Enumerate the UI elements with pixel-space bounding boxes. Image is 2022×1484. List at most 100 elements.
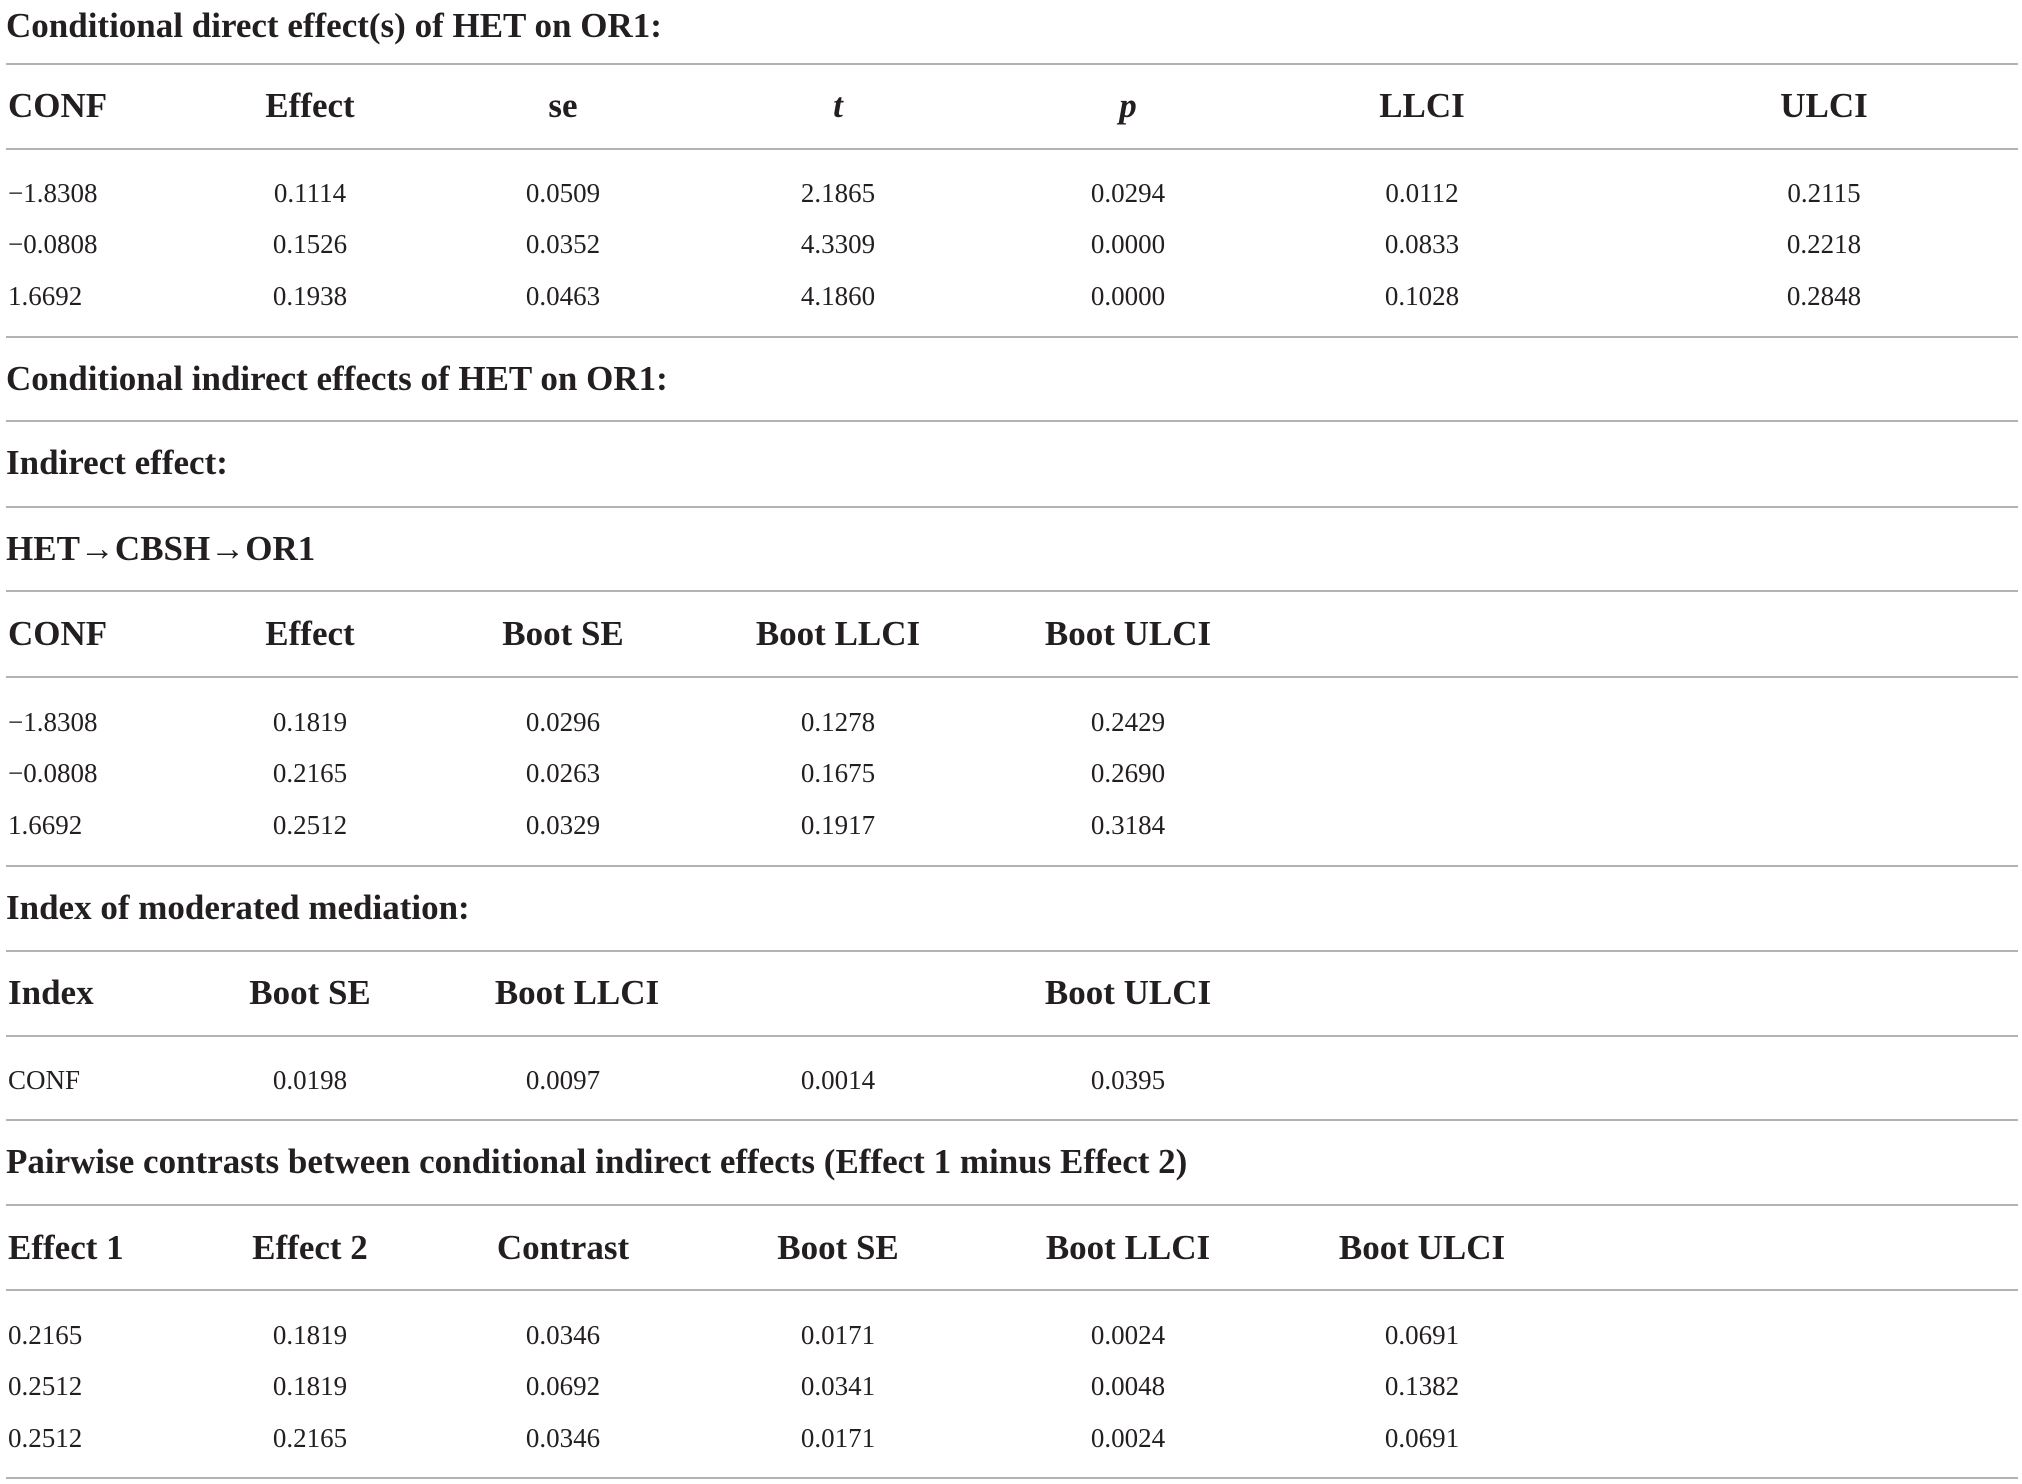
table-cell: 0.0198 [272, 1065, 348, 1095]
table-cell: 0.1114 [273, 178, 347, 208]
table-cell: 0.0294 [1090, 178, 1166, 208]
table-cell: 0.1938 [272, 281, 348, 311]
table-cell: 0.2848 [1786, 281, 1862, 311]
column-header: Effect [265, 614, 355, 653]
table-cell: 0.0024 [1090, 1423, 1166, 1453]
divider [6, 420, 2018, 422]
table-cell: 0.2165 [272, 758, 348, 788]
column-header: Effect [265, 86, 355, 125]
column-header: Boot SE [502, 614, 624, 653]
table-cell: 0.2165 [8, 1320, 83, 1350]
column-header: Boot LLCI [1045, 1228, 1211, 1267]
table-cell: −0.0808 [8, 229, 98, 259]
index-title: Index of moderated mediation: [6, 888, 470, 927]
table-cell: 0.1819 [272, 1371, 348, 1401]
table-cell: 0.0296 [525, 707, 601, 737]
column-header: t [833, 86, 843, 125]
column-header: Boot ULCI [1044, 973, 1212, 1012]
divider [6, 865, 2018, 867]
column-header: se [548, 86, 578, 125]
table-cell: 1.6692 [8, 810, 83, 840]
column-header: CONF [8, 86, 108, 125]
table-cell: 0.0346 [525, 1320, 601, 1350]
column-header: Boot SE [777, 1228, 899, 1267]
table-cell: 0.0395 [1090, 1065, 1166, 1095]
divider [6, 63, 2018, 65]
pairwise-title: Pairwise contrasts between conditional i… [6, 1142, 1188, 1181]
table-cell: 0.0691 [1384, 1423, 1460, 1453]
table-cell: 0.2512 [8, 1371, 83, 1401]
indirect-effect-subtitle: Indirect effect: [6, 443, 228, 482]
divider [6, 506, 2018, 508]
table-cell: 0.2690 [1090, 758, 1166, 788]
table-cell: 0.0329 [525, 810, 601, 840]
table-cell: 0.2165 [272, 1423, 348, 1453]
table-cell: −1.8308 [8, 178, 98, 208]
divider [6, 590, 2018, 592]
column-header: Effect 2 [252, 1228, 368, 1267]
table-cell: 0.1675 [800, 758, 876, 788]
divider [6, 1035, 2018, 1037]
table-cell: 0.0097 [525, 1065, 601, 1095]
table-cell: 0.0048 [1090, 1371, 1166, 1401]
table-cell: 2.1865 [800, 178, 876, 208]
table-cell: 4.1860 [800, 281, 876, 311]
indirect-effects-title: Conditional indirect effects of HET on O… [6, 359, 668, 398]
column-header: Effect 1 [8, 1228, 124, 1267]
table-cell: 0.3184 [1090, 810, 1166, 840]
divider [6, 148, 2018, 150]
table-cell: 0.0024 [1090, 1320, 1166, 1350]
table-cell: 0.2218 [1786, 229, 1862, 259]
table-cell: 0.0692 [525, 1371, 601, 1401]
table-cell: 0.2512 [8, 1423, 83, 1453]
divider [6, 1204, 2018, 1206]
divider [6, 1119, 2018, 1121]
divider [6, 1289, 2018, 1291]
column-header: Index [8, 973, 94, 1012]
table-cell: 0.1278 [800, 707, 876, 737]
column-header: Boot ULCI [1338, 1228, 1506, 1267]
table-cell: −1.8308 [8, 707, 98, 737]
divider [6, 1477, 2018, 1479]
table-cell: 0.0463 [525, 281, 601, 311]
table-cell: 0.1526 [272, 229, 348, 259]
table-cell: 0.1917 [800, 810, 876, 840]
column-header: p [1119, 86, 1137, 125]
table-cell: 0.2115 [1787, 178, 1861, 208]
table-cell: 0.1382 [1384, 1371, 1460, 1401]
table-cell: −0.0808 [8, 758, 98, 788]
column-header: ULCI [1780, 86, 1868, 125]
table-cell: 0.2512 [272, 810, 348, 840]
divider [6, 950, 2018, 952]
table-cell: 0.1028 [1384, 281, 1460, 311]
column-header: Boot ULCI [1044, 614, 1212, 653]
table-cell: 1.6692 [8, 281, 83, 311]
table-cell: 0.0112 [1385, 178, 1459, 208]
divider [6, 676, 2018, 678]
divider [6, 336, 2018, 338]
column-header: Boot LLCI [494, 973, 660, 1012]
table-cell: 0.0833 [1384, 229, 1460, 259]
table-cell: 0.0171 [800, 1320, 876, 1350]
table-cell: 0.0000 [1090, 229, 1166, 259]
table-cell: 0.0341 [800, 1371, 876, 1401]
table-cell: 0.0014 [800, 1065, 876, 1095]
table-cell: 0.0171 [800, 1423, 876, 1453]
table-cell: 0.1819 [272, 707, 348, 737]
table-cell: 4.3309 [800, 229, 876, 259]
column-header: Contrast [496, 1228, 630, 1267]
column-header: LLCI [1379, 86, 1465, 125]
table-cell: 0.0509 [525, 178, 601, 208]
column-header: Boot LLCI [755, 614, 921, 653]
table-cell: 0.0263 [525, 758, 601, 788]
table-cell: 0.0346 [525, 1423, 601, 1453]
table-cell: 0.0691 [1384, 1320, 1460, 1350]
table-cell: 0.0352 [525, 229, 601, 259]
column-header: Boot SE [249, 973, 371, 1012]
table-cell: 0.1819 [272, 1320, 348, 1350]
mediation-path: HET→CBSH→OR1 [6, 529, 316, 568]
direct-effects-title: Conditional direct effect(s) of HET on O… [6, 6, 662, 45]
table-cell: 0.0000 [1090, 281, 1166, 311]
table-cell: 0.2429 [1090, 707, 1166, 737]
